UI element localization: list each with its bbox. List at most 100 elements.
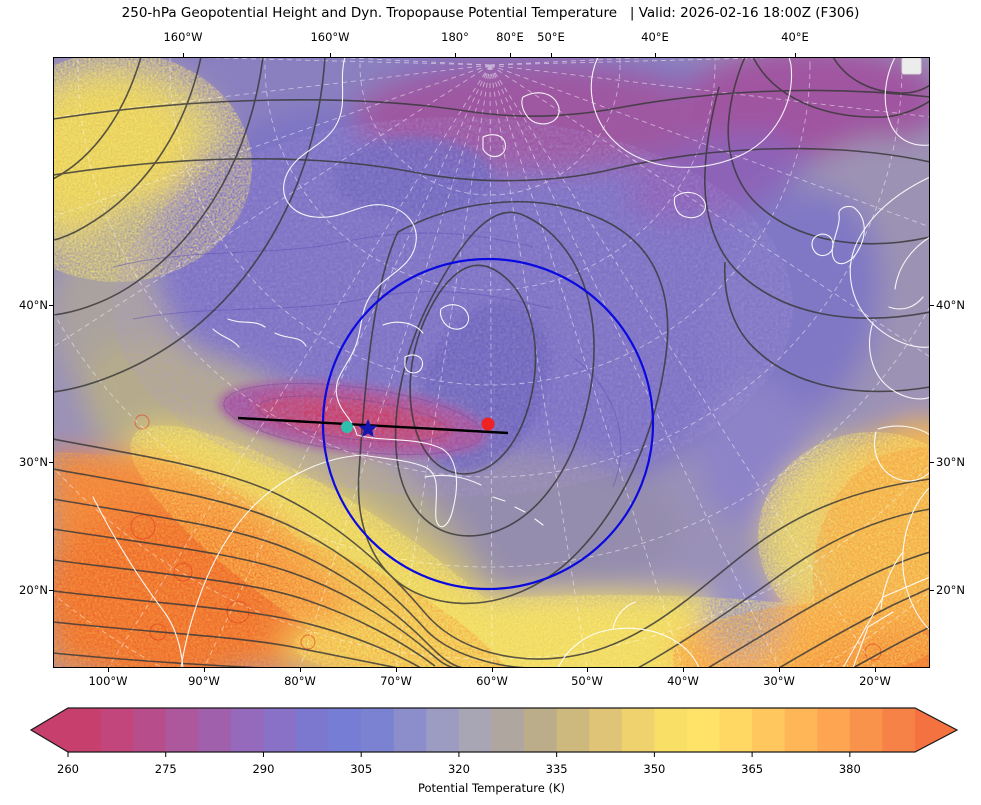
height-contours (53, 57, 930, 668)
bottom-tick-label: 50°W (571, 674, 603, 688)
colorbar-segment (393, 708, 427, 752)
graticule (53, 57, 930, 668)
bottom-tick-label: 80°W (284, 674, 316, 688)
tick (655, 53, 656, 57)
chart-title: 250-hPa Geopotential Height and Dyn. Tro… (121, 5, 860, 21)
tick (875, 668, 876, 672)
tick (930, 462, 934, 463)
colorbar-segment (882, 708, 916, 752)
colorbar-over-arrow (915, 708, 957, 752)
colorbar-segment (817, 708, 851, 752)
colorbar-outline (29, 707, 959, 753)
tick (330, 53, 331, 57)
top-tick-label: 40°E (641, 30, 669, 44)
bottom-tick-label: 60°W (476, 674, 508, 688)
top-tick-label: 160°W (163, 30, 203, 44)
colorbar-segment (165, 708, 199, 752)
colorbar-segment (68, 708, 102, 752)
colorbar-segment (849, 708, 884, 752)
colorbar-segment (524, 708, 558, 752)
colorbar-segment (198, 708, 232, 752)
tick (930, 590, 934, 591)
colorbar-tick-label: 305 (350, 762, 372, 776)
colorbar-tick-label: 320 (448, 762, 470, 776)
tick (930, 305, 934, 306)
highlight-circle (321, 257, 655, 591)
tick (49, 590, 53, 591)
colorbar-under-arrow (31, 708, 68, 752)
theta-fill-field (53, 57, 930, 668)
top-tick-label: 180° (441, 30, 469, 44)
colorbar-segment (458, 708, 493, 752)
tick (795, 53, 796, 57)
colorbar-tick-label: 350 (643, 762, 665, 776)
map-panel (53, 57, 930, 668)
colorbar-tick-label: 380 (839, 762, 861, 776)
tick (396, 668, 397, 672)
top-tick-label: 40°E (781, 30, 809, 44)
colorbar-segment (263, 708, 297, 752)
tick (204, 668, 205, 672)
map-canvas (53, 57, 930, 668)
tick (108, 668, 109, 672)
colorbar-segment (296, 708, 330, 752)
colorbar-segment (361, 708, 395, 752)
colorbar-segment (621, 708, 655, 752)
colorbar-axis-label: Potential Temperature (K) (418, 781, 565, 795)
cross-section-line (237, 416, 509, 435)
tick (49, 462, 53, 463)
tick (300, 668, 301, 672)
tick (551, 53, 552, 57)
right-tick-label: 30°N (936, 455, 965, 469)
colorbar-segment (589, 708, 623, 752)
tick (510, 53, 511, 57)
right-tick-label: 40°N (936, 298, 965, 312)
orange-speckles (53, 447, 930, 668)
colorbar-tick-label: 290 (252, 762, 274, 776)
corner-box (901, 57, 922, 75)
colorbar-segment (426, 708, 460, 752)
colorbar-tick-label: 335 (546, 762, 568, 776)
bottom-tick-label: 40°W (667, 674, 699, 688)
colorbar-segment (784, 708, 818, 752)
blue-star-marker (358, 419, 378, 438)
tick (183, 53, 184, 57)
right-tick-label: 20°N (936, 583, 965, 597)
left-tick-label: 40°N (19, 298, 48, 312)
colorbar-tick-label: 365 (741, 762, 763, 776)
left-tick-label: 30°N (19, 455, 48, 469)
colorbar-tick-label: 260 (57, 762, 79, 776)
colorbar-segment (328, 708, 362, 752)
colorbar: 260 275 290 305 320 335 350 365 380 Potential Tem… (29, 707, 959, 795)
colorbar-segment (491, 708, 525, 752)
colorbar-tick-label: 275 (155, 762, 177, 776)
tick (455, 53, 456, 57)
bottom-tick-label: 20°W (859, 674, 891, 688)
colorbar-segment (752, 708, 786, 752)
bottom-tick-label: 90°W (188, 674, 220, 688)
colorbar-segment (654, 708, 688, 752)
tick (49, 305, 53, 306)
colorbar-segment (686, 708, 721, 752)
colorbar-segment (230, 708, 265, 752)
top-tick-label: 50°E (537, 30, 565, 44)
tick (779, 668, 780, 672)
axes-frame (53, 57, 930, 668)
tick (683, 668, 684, 672)
red-marker (481, 417, 495, 431)
coastlines (92, 57, 930, 668)
bottom-tick-label: 100°W (88, 674, 128, 688)
tick (492, 668, 493, 672)
bottom-tick-label: 30°W (763, 674, 795, 688)
cyan-marker (341, 421, 353, 433)
left-tick-label: 20°N (19, 583, 48, 597)
theta-contours (112, 232, 622, 488)
bottom-tick-label: 70°W (380, 674, 412, 688)
top-tick-label: 80°E (496, 30, 524, 44)
colorbar-segment (719, 708, 753, 752)
purple-filaments (113, 117, 793, 497)
tick (587, 668, 588, 672)
colorbar-segment (556, 708, 590, 752)
top-tick-label: 160°W (310, 30, 350, 44)
